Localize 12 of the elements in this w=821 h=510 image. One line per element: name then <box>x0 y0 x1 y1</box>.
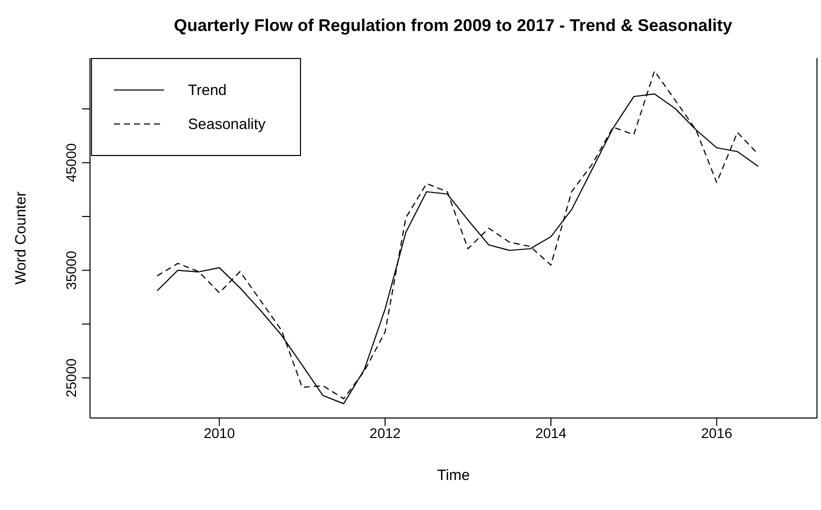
chart-title: Quarterly Flow of Regulation from 2009 to 2017 - Trend & Seasonality <box>172 16 734 36</box>
y-tick-label: 35000 <box>63 250 79 290</box>
y-tick-label: 25000 <box>63 358 79 398</box>
legend-label: Trend <box>188 82 227 98</box>
x-axis-title: Time <box>437 467 470 484</box>
legend-label: Seasonality <box>188 116 266 132</box>
y-tick-label: 45000 <box>63 143 79 182</box>
x-tick-label: 2010 <box>204 424 236 441</box>
y-axis-title: Word Counter <box>12 191 30 285</box>
x-tick-label: 2012 <box>370 424 401 441</box>
x-tick-label: 2016 <box>701 424 732 441</box>
x-tick-label: 2014 <box>535 424 567 441</box>
